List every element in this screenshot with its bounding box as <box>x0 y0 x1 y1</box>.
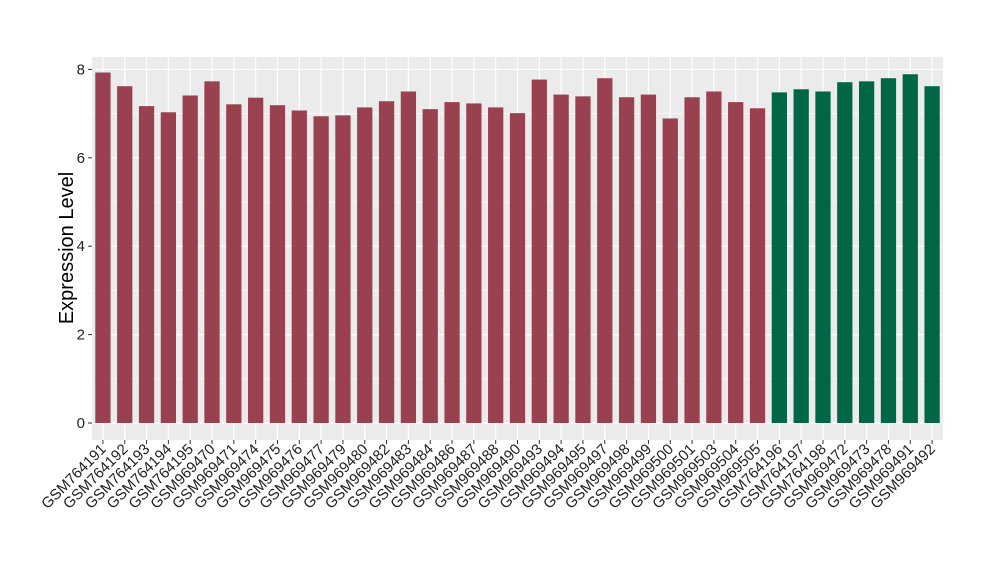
bar-GSM969474 <box>248 97 264 424</box>
y-tick-label: 4 <box>77 238 85 255</box>
bar-GSM764195 <box>182 95 198 423</box>
bar-GSM969483 <box>400 91 417 423</box>
bar-GSM969504 <box>728 102 744 423</box>
bar-GSM969495 <box>575 96 591 423</box>
bar-GSM969492 <box>924 86 940 424</box>
bar-GSM969501 <box>684 97 700 423</box>
bar-GSM969493 <box>531 79 547 423</box>
bar-GSM969472 <box>837 82 853 423</box>
bar-GSM764197 <box>793 89 809 423</box>
bar-GSM969473 <box>858 81 875 424</box>
bar-GSM969505 <box>749 108 766 424</box>
bar-GSM764196 <box>771 92 787 423</box>
bar-GSM969471 <box>226 104 242 424</box>
bar-GSM969478 <box>880 78 897 424</box>
bar-GSM969487 <box>466 103 482 424</box>
bar-GSM764192 <box>117 86 133 424</box>
bar-GSM969479 <box>335 115 351 424</box>
bars <box>95 72 940 424</box>
y-axis: 0 2 4 6 8 <box>77 61 92 432</box>
bar-GSM969497 <box>597 78 613 424</box>
bar-GSM969480 <box>357 107 373 424</box>
bar-GSM969488 <box>488 107 504 424</box>
bar-GSM969500 <box>662 118 678 423</box>
y-tick-label: 8 <box>77 61 85 78</box>
bar-GSM764194 <box>160 112 177 424</box>
y-tick-label: 0 <box>77 415 85 432</box>
bar-GSM969486 <box>444 102 460 423</box>
bar-GSM969499 <box>640 94 657 424</box>
bar-GSM764198 <box>815 91 831 423</box>
y-tick-label: 2 <box>77 327 85 344</box>
bar-GSM969490 <box>509 113 526 424</box>
bar-GSM764191 <box>95 72 111 423</box>
bar-GSM969476 <box>291 110 307 424</box>
bar-GSM969475 <box>269 105 286 424</box>
bar-GSM969491 <box>902 74 918 424</box>
x-axis: GSM764191GSM764192GSM764193GSM764194GSM7… <box>38 440 939 512</box>
bar-GSM764193 <box>138 106 155 423</box>
bar-GSM969482 <box>378 101 395 423</box>
bar-GSM969494 <box>553 94 569 424</box>
y-axis-label: Expression Level <box>56 172 78 324</box>
bar-GSM969503 <box>706 91 722 423</box>
bar-GSM969484 <box>422 109 438 424</box>
bar-GSM969470 <box>204 81 220 424</box>
y-tick-label: 6 <box>77 150 85 167</box>
bar-GSM969477 <box>313 116 329 423</box>
bar-GSM969498 <box>618 97 635 423</box>
